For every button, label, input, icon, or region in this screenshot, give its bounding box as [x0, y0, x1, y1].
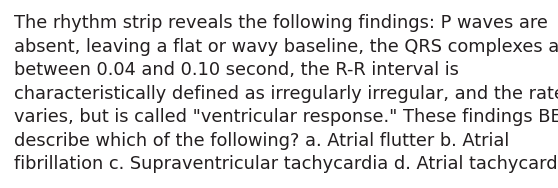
Text: fibrillation c. Supraventricular tachycardia d. Atrial tachycardia: fibrillation c. Supraventricular tachyca…: [14, 155, 558, 173]
Text: absent, leaving a flat or wavy baseline, the QRS complexes are: absent, leaving a flat or wavy baseline,…: [14, 37, 558, 55]
Text: characteristically defined as irregularly irregular, and the rate: characteristically defined as irregularl…: [14, 84, 558, 102]
Text: The rhythm strip reveals the following findings: P waves are: The rhythm strip reveals the following f…: [14, 14, 548, 32]
Text: varies, but is called "ventricular response." These findings BEST: varies, but is called "ventricular respo…: [14, 108, 558, 126]
Text: describe which of the following? a. Atrial flutter b. Atrial: describe which of the following? a. Atri…: [14, 131, 509, 149]
Text: between 0.04 and 0.10 second, the R-R interval is: between 0.04 and 0.10 second, the R-R in…: [14, 61, 459, 79]
